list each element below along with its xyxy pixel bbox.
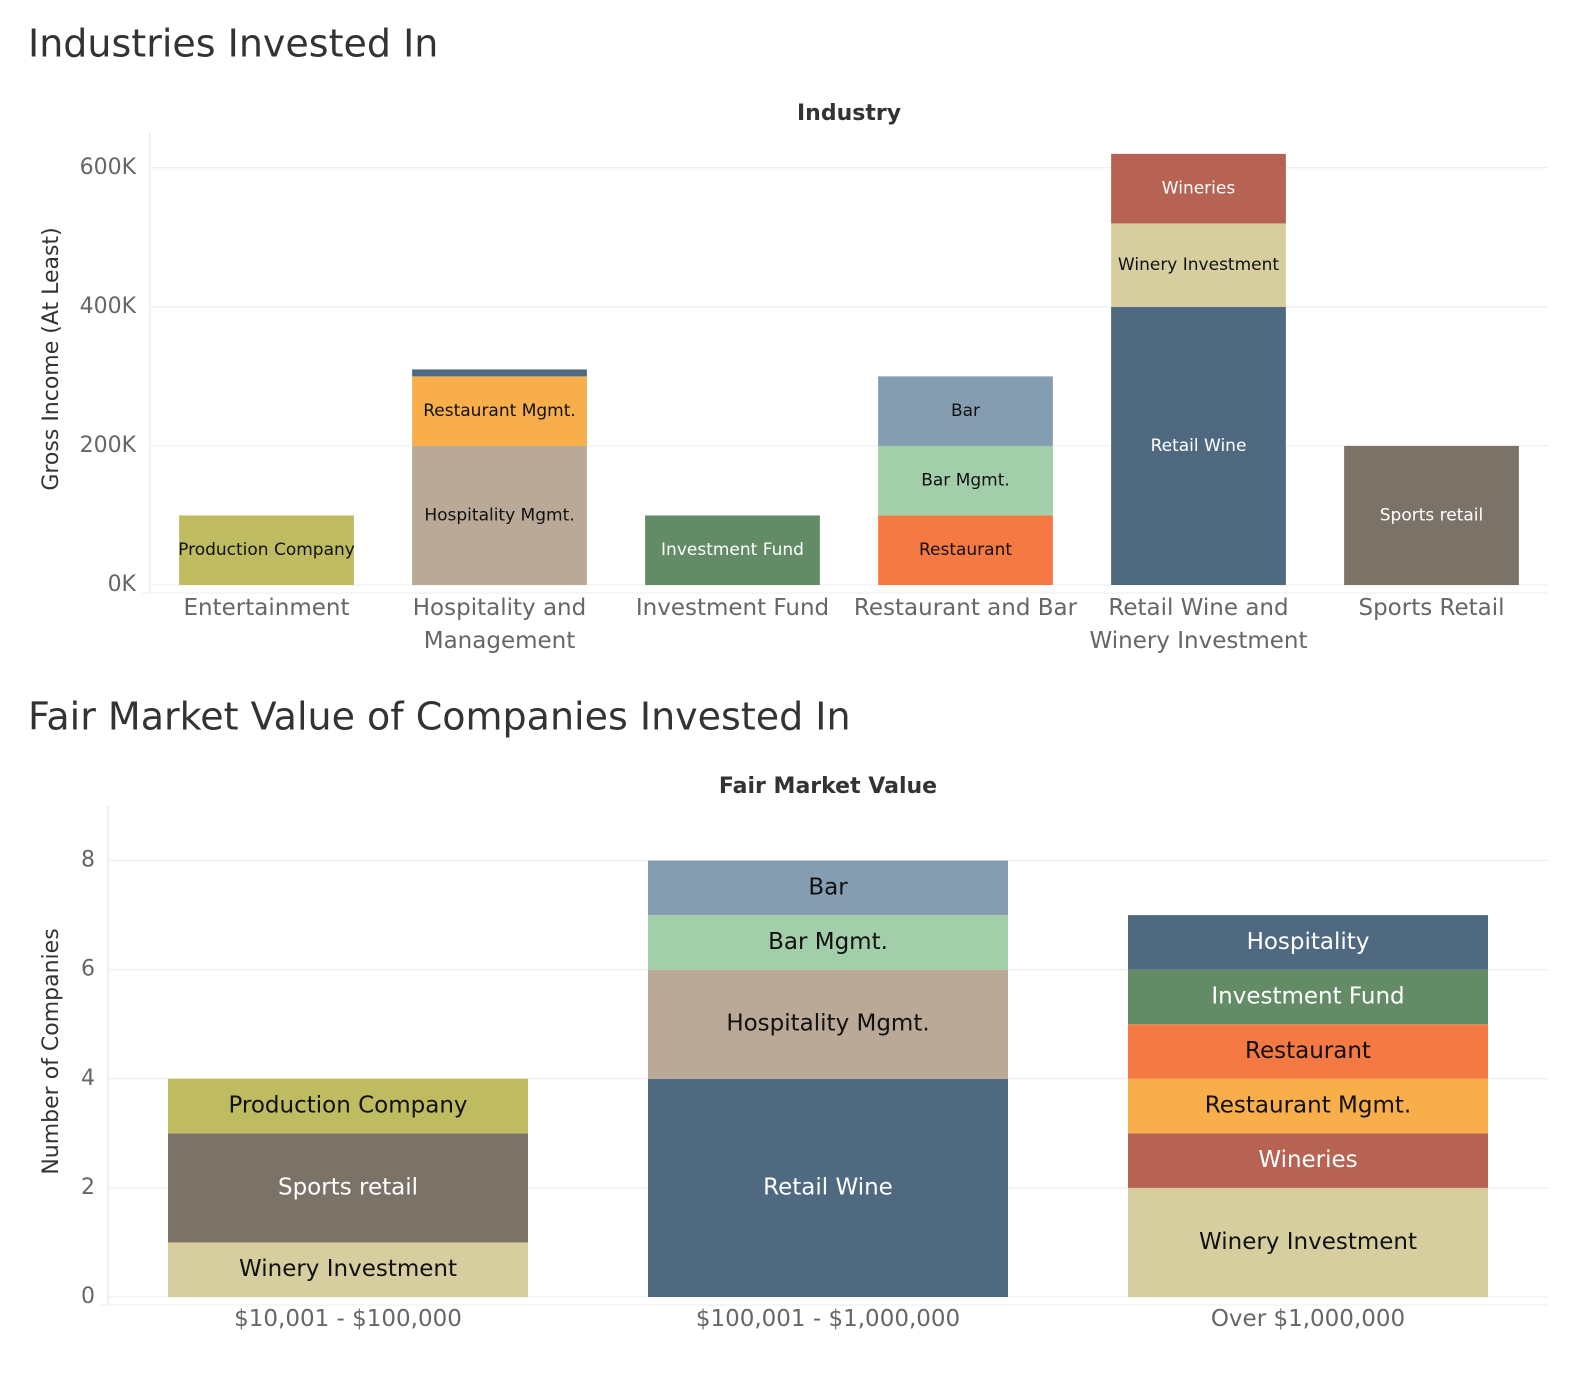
y-tick-label: 0K <box>108 572 137 597</box>
y-tick-label: 200K <box>80 433 137 458</box>
bar-segment <box>1111 223 1286 307</box>
segment-label: Production Company <box>178 540 355 560</box>
segment-label: Bar <box>951 401 980 421</box>
bar-segment <box>878 445 1053 516</box>
bar-segment <box>168 1078 528 1134</box>
segment-label: Bar Mgmt. <box>768 929 888 955</box>
segment-label: Bar Mgmt. <box>921 471 1010 491</box>
bar-segment <box>648 915 1008 970</box>
column-header: Industry <box>797 101 901 126</box>
segment-label: Hospitality Mgmt. <box>424 505 574 525</box>
x-tick-label: Restaurant and Bar <box>853 595 1078 621</box>
segment-label: Bar <box>808 874 848 900</box>
x-tick-label: Retail Wine and Winery Investment <box>1089 595 1308 654</box>
y-tick-label: 6 <box>81 957 95 982</box>
y-tick-label: 600K <box>80 155 137 180</box>
x-tick-label-box: Hospitality and Management <box>412 595 587 654</box>
segment-label: Sports retail <box>1380 505 1484 525</box>
chart-title: Fair Market Value of Companies Invested … <box>28 695 851 739</box>
column-header: Fair Market Value <box>719 774 937 799</box>
segment-label: Sports retail <box>278 1174 418 1200</box>
bar-segment <box>1128 915 1488 970</box>
chart-title: Industries Invested In <box>28 22 438 66</box>
y-tick-label: 400K <box>80 294 137 319</box>
segment-label: Hospitality <box>1247 929 1370 955</box>
segment-label: Retail Wine <box>1151 436 1247 456</box>
bar-segment <box>1128 1187 1488 1297</box>
segment-label: Hospitality Mgmt. <box>726 1011 929 1037</box>
bar-segment <box>878 376 1053 446</box>
bar-segment <box>1128 1078 1488 1134</box>
bar-segment <box>1111 153 1286 224</box>
segment-label: Restaurant Mgmt. <box>1205 1093 1411 1119</box>
segment-label: Restaurant <box>1245 1038 1371 1064</box>
bar-segment <box>1111 306 1286 585</box>
x-tick-label-box: $10,001 - $100,000 <box>234 1306 462 1332</box>
bar-segment <box>412 445 587 585</box>
segment-label: Winery Investment <box>1199 1229 1417 1255</box>
bar-segment <box>168 1242 528 1297</box>
bar-segment <box>645 515 820 585</box>
bar-segment <box>412 376 587 446</box>
y-tick-label: 0 <box>81 1284 95 1309</box>
x-tick-label-box: Entertainment <box>183 595 350 621</box>
bar-segment <box>1128 1024 1488 1079</box>
segment-label: Winery Investment <box>239 1256 457 1282</box>
x-tick-label-box: Investment Fund <box>635 595 830 621</box>
y-axis-title: Number of Companies <box>39 928 64 1174</box>
bar-segment <box>1128 1133 1488 1188</box>
x-tick-label-box: Over $1,000,000 <box>1210 1306 1406 1332</box>
bar-segment <box>179 515 354 585</box>
bar-segment <box>648 1078 1008 1297</box>
x-tick-label: $10,001 - $100,000 <box>234 1306 462 1332</box>
x-tick-label-box: Retail Wine and Winery Investment <box>1089 595 1308 654</box>
x-tick-label-box: Restaurant and Bar <box>853 595 1078 621</box>
segment-label: Retail Wine <box>763 1174 893 1200</box>
x-tick-label: Entertainment <box>183 595 350 621</box>
x-tick-label: $100,001 - $1,000,000 <box>695 1306 961 1332</box>
y-tick-label: 4 <box>81 1066 95 1091</box>
y-axis-title: Gross Income (At Least) <box>39 227 64 490</box>
x-tick-label-box: Sports Retail <box>1358 595 1505 621</box>
x-tick-label: Over $1,000,000 <box>1210 1306 1406 1332</box>
x-tick-label-box: $100,001 - $1,000,000 <box>695 1306 961 1332</box>
segment-label: Production Company <box>228 1093 467 1119</box>
segment-label: Wineries <box>1258 1147 1357 1173</box>
bar-segment <box>412 369 587 377</box>
bar-segment <box>648 969 1008 1079</box>
segment-label: Winery Investment <box>1118 255 1279 275</box>
y-tick-label: 2 <box>81 1175 95 1200</box>
bar-segment <box>168 1133 528 1243</box>
x-tick-label: Hospitality and Management <box>412 595 587 654</box>
bar-segment <box>1128 969 1488 1025</box>
segment-label: Restaurant Mgmt. <box>423 401 576 421</box>
segment-label: Restaurant <box>919 540 1012 560</box>
y-tick-label: 8 <box>81 848 95 873</box>
bar-segment <box>878 515 1053 585</box>
bar-segment <box>1344 445 1519 585</box>
x-tick-label: Investment Fund <box>635 595 830 621</box>
segment-label: Investment Fund <box>1211 983 1404 1009</box>
x-tick-label: Sports Retail <box>1358 595 1505 621</box>
bar-segment <box>648 860 1008 916</box>
segment-label: Wineries <box>1162 179 1236 199</box>
segment-label: Investment Fund <box>661 540 804 560</box>
